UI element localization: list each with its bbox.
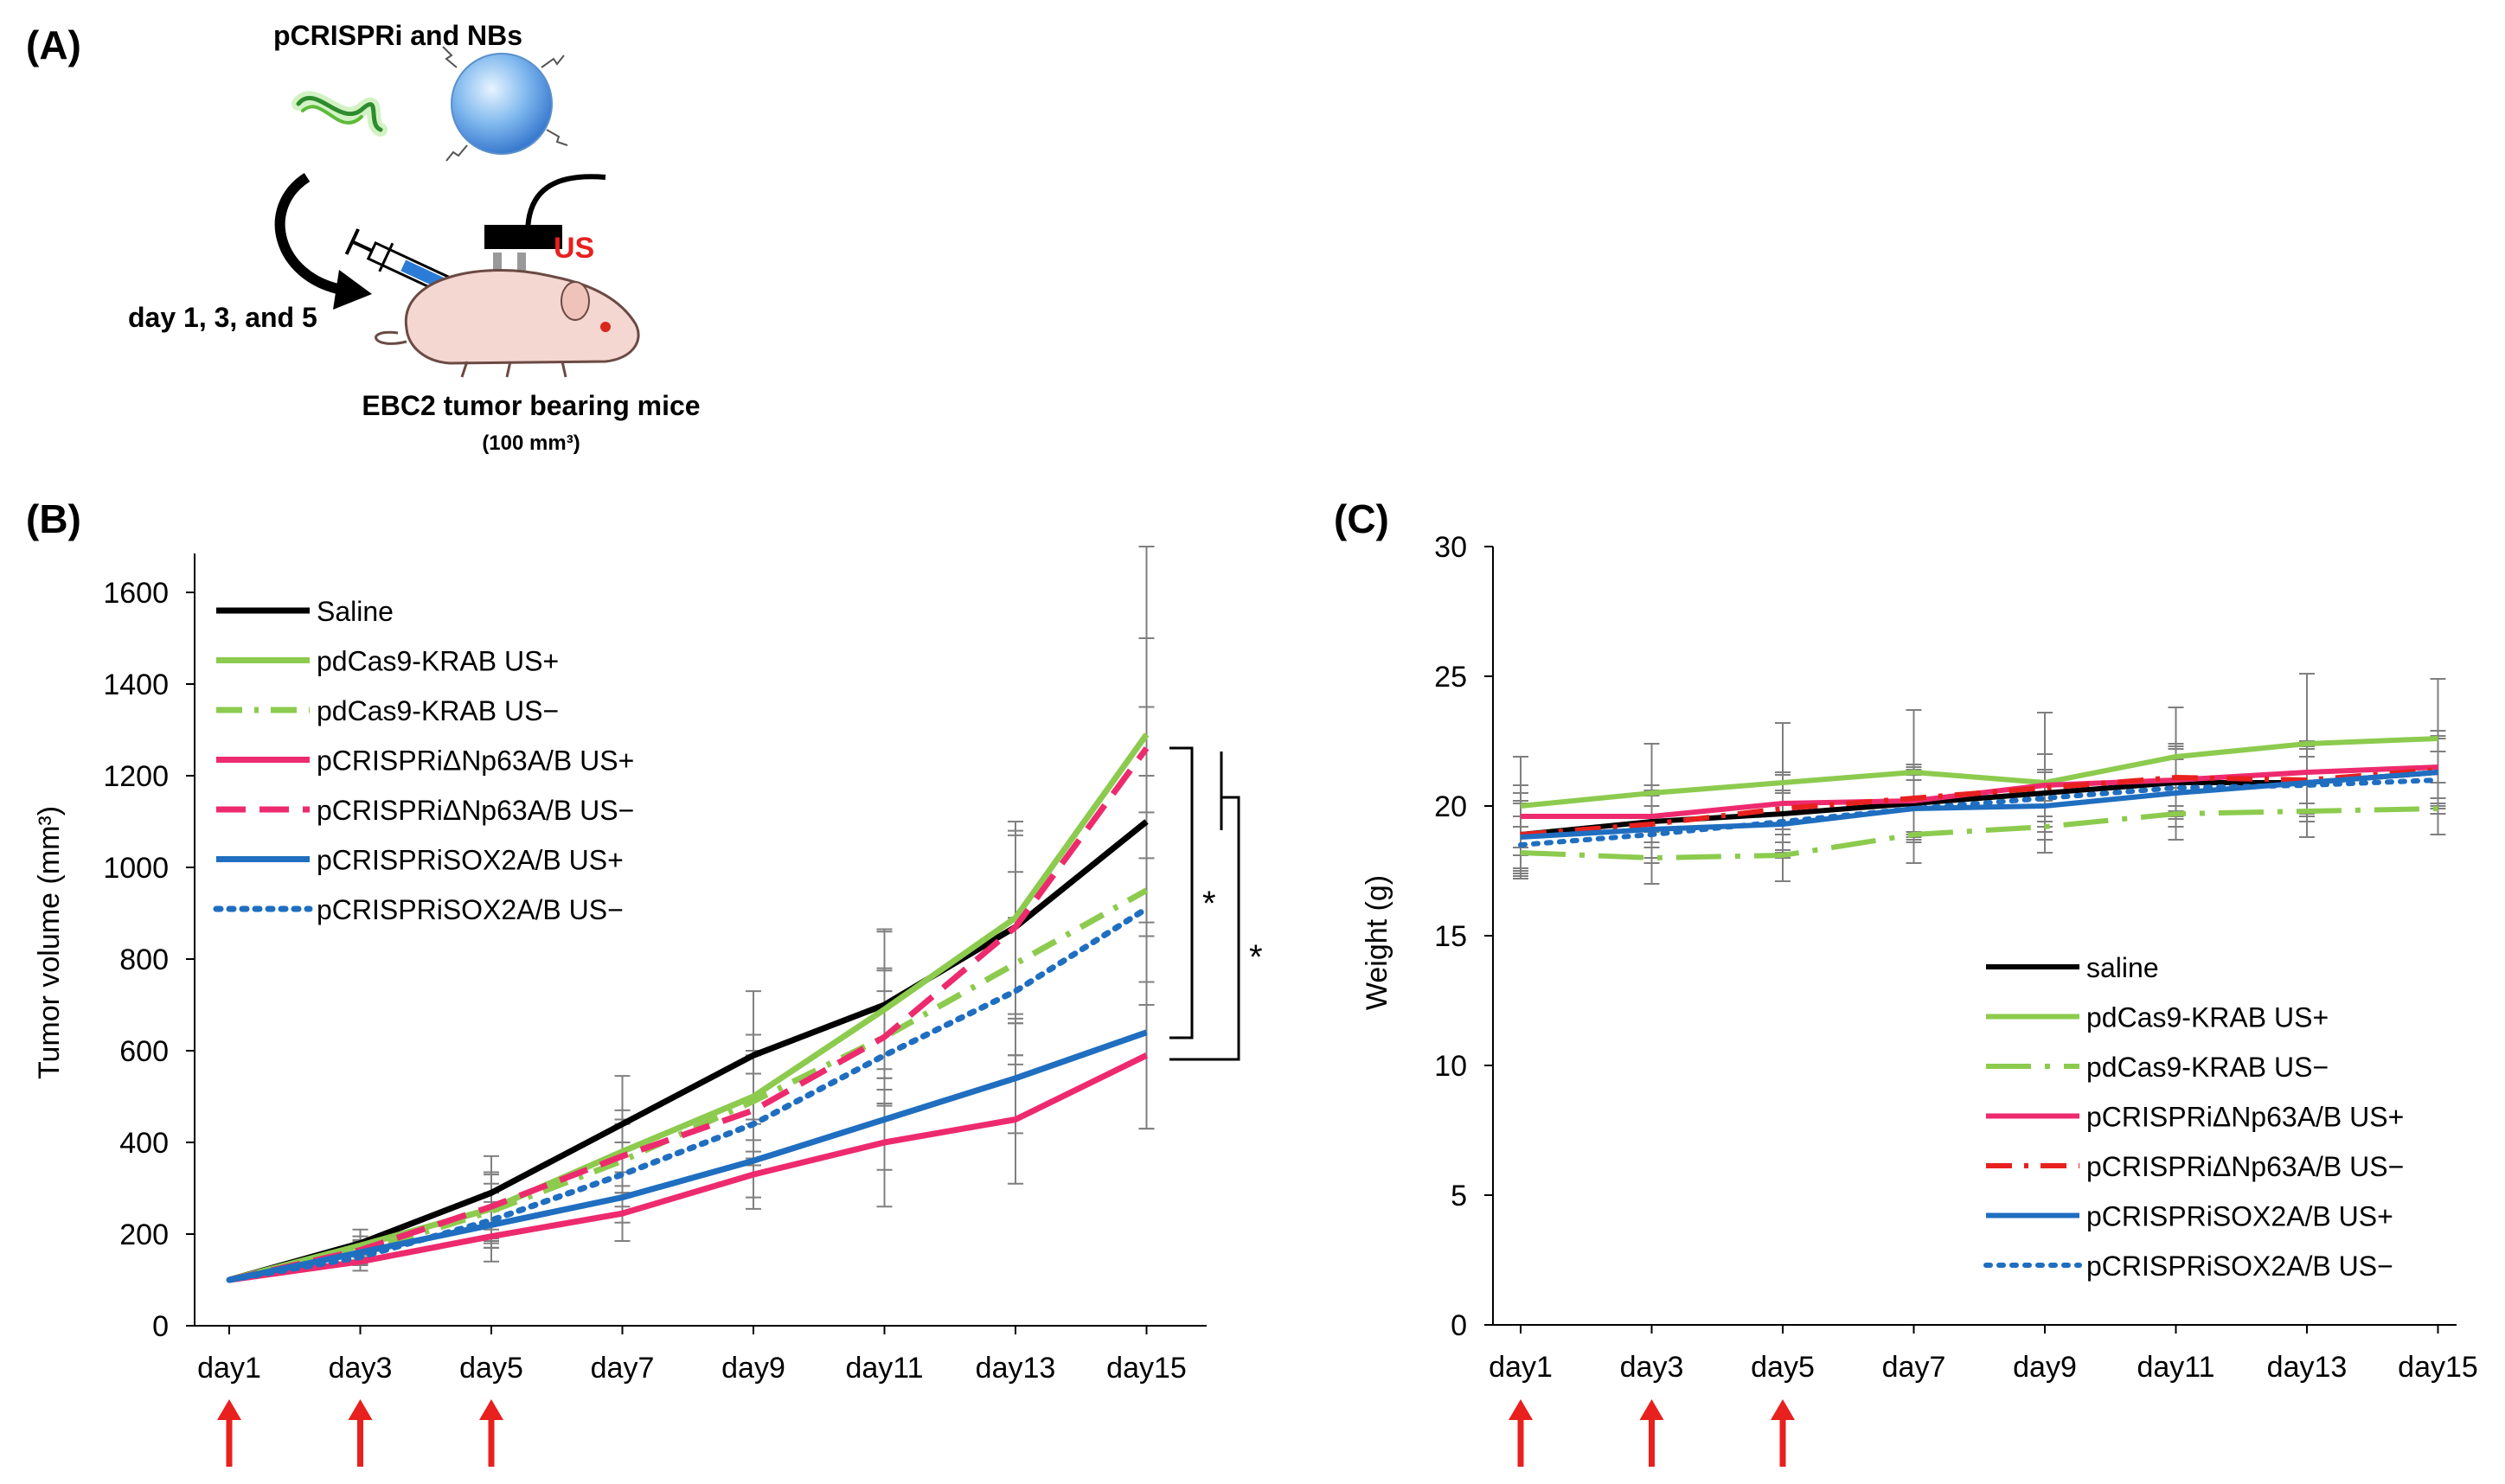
c-legend-label: pCRISPRiΔNp63A/B US+ (2086, 1102, 2404, 1133)
schedule-label: day 1, 3, and 5 (128, 302, 317, 333)
panel-c: (C) Weight (g) 0 5 10 15 20 25 30 day1 day3 day5… (1334, 496, 2478, 1467)
significance-bracket-1 (1169, 746, 1223, 1039)
c-y-tick-label: 20 (1434, 790, 1467, 823)
b-y-tick-label: 800 (119, 943, 169, 976)
c-x-tick-label: day5 (1751, 1351, 1815, 1384)
significance-bracket-2 (1169, 796, 1240, 1061)
panel-a-label: (A) (26, 22, 81, 67)
c-y-tick-label: 10 (1434, 1050, 1467, 1083)
b-legend-label: pCRISPRiΔNp63A/B US+ (317, 745, 634, 777)
b-x-tick-label: day13 (976, 1352, 1056, 1385)
b-y-tick-label: 1400 (103, 668, 169, 701)
c-series-line-4 (1520, 767, 2438, 837)
mice-label: EBC2 tumor bearing mice (362, 390, 700, 421)
c-y-tick-label: 30 (1434, 531, 1467, 564)
c-y-tick-label: 0 (1451, 1309, 1467, 1342)
significance-star-2: * (1249, 938, 1263, 976)
c-y-tick-label: 25 (1434, 661, 1467, 694)
panel-a: (A) pCRISPRi and NBs (26, 20, 701, 455)
b-y-tick-label: 600 (119, 1035, 169, 1068)
b-y-tick-label: 1000 (103, 852, 169, 885)
injection-arrow-icon (1639, 1399, 1664, 1467)
ultrasound-probe-icon (484, 174, 606, 278)
injection-arrow-icon (479, 1399, 503, 1467)
b-legend-label: pCRISPRiSOX2A/B US− (317, 894, 624, 925)
c-series-line-6 (1518, 777, 2441, 848)
b-x-tick-label: day1 (197, 1352, 261, 1385)
c-x-tick-label: day1 (1489, 1351, 1553, 1384)
injection-arrow-icon (1509, 1399, 1533, 1467)
chart-c-y-axis-label: Weight (g) (1361, 875, 1393, 1010)
curved-arrow-icon (274, 172, 372, 310)
b-x-tick-label: day9 (721, 1352, 785, 1385)
c-legend-label: pCRISPRiSOX2A/B US− (2086, 1251, 2393, 1282)
b-legend-label: pCRISPRiSOX2A/B US+ (317, 845, 624, 876)
panel-b: (B) Tumor volume (mm³) 0 200 400 600 800 1000… (26, 496, 1263, 1467)
b-legend-label: pCRISPRiΔNp63A/B US− (317, 795, 634, 826)
b-y-tick-label: 200 (119, 1219, 169, 1251)
b-series-line-4 (228, 746, 1150, 1283)
c-legend-label: pCRISPRiΔNp63A/B US− (2086, 1151, 2404, 1182)
panel-c-label: (C) (1334, 496, 1389, 541)
c-x-tick-label: day3 (1620, 1351, 1684, 1384)
injection-arrow-icon (348, 1399, 373, 1467)
injection-arrow-icon (217, 1399, 241, 1467)
b-y-tick-label: 1600 (103, 577, 169, 610)
c-y-tick-label: 5 (1451, 1180, 1467, 1212)
b-y-tick-label: 0 (152, 1310, 169, 1343)
c-y-tick-label: 15 (1434, 920, 1467, 953)
mouse-icon (375, 269, 640, 378)
c-x-tick-label: day13 (2267, 1351, 2348, 1384)
c-x-tick-label: day9 (2013, 1351, 2077, 1384)
c-legend-label: pCRISPRiSOX2A/B US+ (2086, 1201, 2393, 1232)
b-y-tick-label: 1200 (103, 760, 169, 793)
b-legend-label: Saline (317, 596, 394, 627)
injection-arrow-icon (1771, 1399, 1795, 1467)
b-series-line-2 (228, 887, 1149, 1283)
b-legend-label: pdCas9-KRAB US+ (317, 646, 559, 677)
c-x-tick-label: day15 (2398, 1351, 2478, 1384)
c-x-tick-label: day11 (2137, 1351, 2214, 1384)
b-x-tick-label: day15 (1106, 1352, 1187, 1385)
b-y-tick-label: 400 (119, 1127, 169, 1160)
b-series-line-1 (228, 732, 1150, 1283)
significance-star-1: * (1202, 885, 1216, 923)
b-series-line-3 (228, 1052, 1149, 1283)
b-legend-label: pdCas9-KRAB US− (317, 695, 559, 726)
c-legend-label: saline (2086, 952, 2159, 983)
plasmid-icon (292, 91, 388, 137)
volume-note: (100 mm³) (482, 432, 580, 455)
b-x-tick-label: day11 (845, 1352, 923, 1385)
b-x-tick-label: day3 (329, 1352, 393, 1385)
b-x-tick-label: day7 (591, 1352, 655, 1385)
c-legend-label: pdCas9-KRAB US+ (2086, 1002, 2329, 1033)
b-series-line-6 (226, 905, 1150, 1283)
b-x-tick-label: day5 (459, 1352, 523, 1385)
b-series-line-0 (228, 819, 1149, 1283)
c-x-tick-label: day7 (1882, 1351, 1946, 1384)
chart-b-y-axis-label: Tumor volume (mm³) (33, 806, 66, 1079)
panel-b-label: (B) (26, 496, 81, 541)
panel-a-title: pCRISPRi and NBs (273, 20, 522, 51)
c-series-line-1 (1520, 736, 2438, 809)
nanobubble-icon (442, 46, 568, 162)
us-label: US (554, 232, 594, 265)
c-legend-label: pdCas9-KRAB US− (2086, 1052, 2329, 1083)
